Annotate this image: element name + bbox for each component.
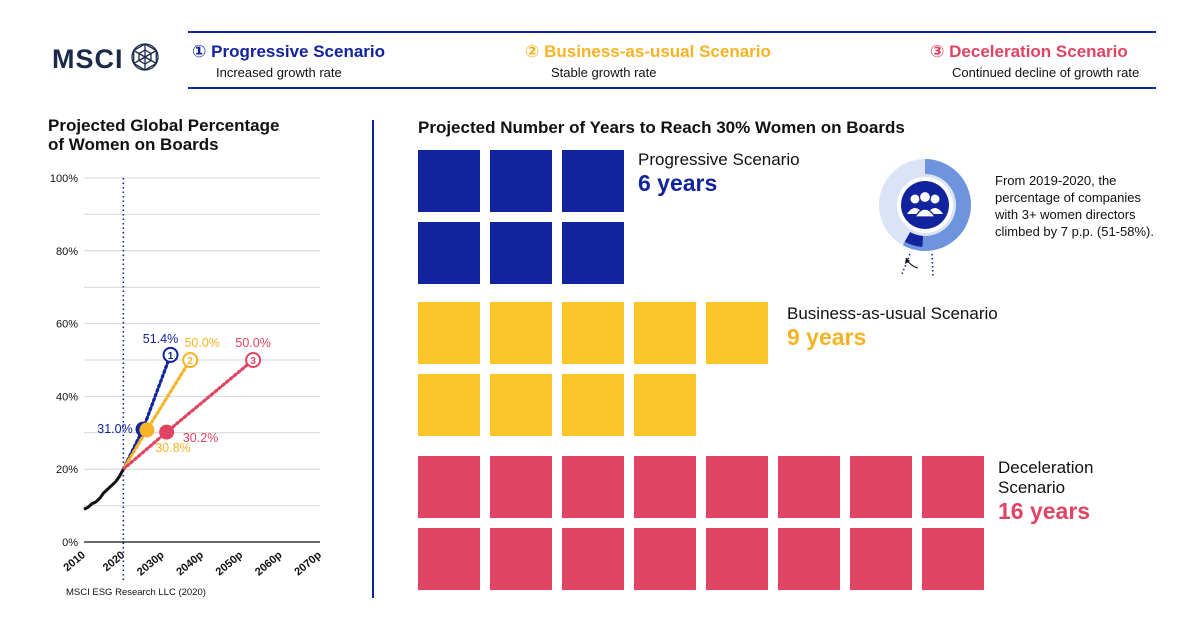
year-square bbox=[634, 456, 696, 518]
source-note: MSCI ESG Research LLC (2020) bbox=[66, 587, 206, 598]
scenario-legend-3: ③ Deceleration Scenario Continued declin… bbox=[930, 42, 1139, 80]
row-bau-label: Business-as-usual Scenario bbox=[787, 304, 998, 323]
donut-center bbox=[901, 181, 949, 229]
year-square bbox=[490, 374, 552, 436]
section-divider bbox=[372, 120, 374, 598]
year-square bbox=[490, 302, 552, 364]
year-square bbox=[706, 456, 768, 518]
year-square bbox=[778, 456, 840, 518]
y-tick-label: 0% bbox=[62, 537, 78, 549]
row-deceleration-value: 16 years bbox=[998, 498, 1091, 524]
row-progressive-label-block: Progressive Scenario 6 years bbox=[638, 150, 800, 196]
scenario-legend-1: ① Progressive Scenario Increased growth … bbox=[192, 42, 385, 80]
scenario-title: Business-as-usual Scenario bbox=[544, 42, 771, 61]
year-square bbox=[418, 302, 480, 364]
y-tick-label: 40% bbox=[56, 391, 78, 403]
year-square bbox=[418, 150, 480, 212]
person-head bbox=[930, 194, 940, 204]
scenario-number: ② bbox=[525, 42, 540, 61]
year-square bbox=[634, 374, 696, 436]
year-square bbox=[490, 456, 552, 518]
right-chart-title: Projected Number of Years to Reach 30% W… bbox=[418, 118, 905, 137]
year-square bbox=[418, 222, 480, 284]
y-tick-label: 100% bbox=[50, 173, 78, 185]
data-label: 50.0% bbox=[184, 336, 219, 350]
row-progressive-label: Progressive Scenario bbox=[638, 150, 800, 169]
scenario-subtitle: Stable growth rate bbox=[551, 65, 657, 80]
left-chart-title-line1: Projected Global Percentage bbox=[48, 116, 280, 135]
year-square bbox=[634, 528, 696, 590]
year-square bbox=[634, 302, 696, 364]
donut-increase-segment bbox=[904, 232, 924, 247]
data-label: 51.4% bbox=[143, 332, 178, 346]
year-square bbox=[706, 302, 768, 364]
scenario-legend-2: ② Business-as-usual Scenario Stable grow… bbox=[525, 42, 771, 80]
scenario-number: ③ bbox=[930, 42, 945, 61]
msci-globe-icon bbox=[131, 43, 159, 71]
donut-tick-2020 bbox=[931, 253, 934, 277]
row-bau-value: 9 years bbox=[787, 324, 867, 350]
end-marker-number: 3 bbox=[250, 356, 256, 367]
row-deceleration-label-1: Deceleration bbox=[998, 458, 1094, 477]
data-label: 31.0% bbox=[97, 422, 132, 436]
year-square bbox=[490, 222, 552, 284]
row-progressive-value: 6 years bbox=[638, 170, 718, 196]
year-square bbox=[562, 528, 624, 590]
year-square bbox=[706, 528, 768, 590]
start-marker bbox=[139, 422, 155, 438]
donut-arrowhead bbox=[905, 258, 910, 264]
person-head bbox=[910, 194, 920, 204]
year-square bbox=[490, 150, 552, 212]
header-rule-bottom bbox=[188, 87, 1156, 89]
end-marker-number: 2 bbox=[187, 356, 193, 367]
line-chart: 0%20%40%60%80%100%2010 2020 2030p 2040p 2050… bbox=[50, 173, 324, 582]
person-body bbox=[913, 208, 937, 218]
header-rule-top bbox=[188, 31, 1156, 33]
end-marker bbox=[245, 352, 262, 368]
year-square bbox=[850, 456, 912, 518]
scenario-subtitle: Continued decline of growth rate bbox=[952, 65, 1140, 80]
row-deceleration-label-2: Scenario bbox=[998, 478, 1066, 497]
data-label: 30.8% bbox=[155, 441, 190, 455]
left-chart-title-line2: of Women on Boards bbox=[48, 135, 219, 154]
data-label: 50.0% bbox=[235, 336, 270, 350]
end-marker bbox=[162, 346, 179, 363]
year-square bbox=[418, 456, 480, 518]
y-tick-label: 60% bbox=[56, 319, 78, 331]
year-square bbox=[778, 528, 840, 590]
end-marker-number: 1 bbox=[168, 351, 174, 362]
person-head bbox=[918, 190, 932, 204]
year-square bbox=[562, 222, 624, 284]
year-square bbox=[418, 528, 480, 590]
row-deceleration-label-block: Deceleration Scenario 16 years bbox=[998, 458, 1093, 524]
year-square bbox=[850, 528, 912, 590]
scenario-title: Deceleration Scenario bbox=[949, 42, 1128, 61]
donut-tick-2019 bbox=[901, 253, 911, 275]
year-square bbox=[562, 374, 624, 436]
end-marker bbox=[182, 352, 199, 368]
historical-line bbox=[83, 468, 125, 511]
scenario-title: Progressive Scenario bbox=[211, 42, 386, 61]
people-group-icon bbox=[907, 190, 943, 218]
scenario-subtitle: Increased growth rate bbox=[216, 65, 342, 80]
y-tick-label: 20% bbox=[56, 464, 78, 476]
brand-logo-text: MSCI bbox=[52, 44, 124, 74]
row-bau-label-block: Business-as-usual Scenario 9 years bbox=[787, 304, 998, 350]
donut-arc-2020 bbox=[902, 159, 971, 251]
year-square bbox=[562, 302, 624, 364]
board-donut-chart bbox=[879, 159, 971, 277]
year-square bbox=[562, 456, 624, 518]
year-square bbox=[562, 150, 624, 212]
y-tick-label: 80% bbox=[56, 246, 78, 258]
scenario-number: ① bbox=[192, 42, 207, 61]
left-chart-title: Projected Global Percentage of Women on … bbox=[48, 116, 279, 154]
start-marker bbox=[159, 424, 175, 440]
year-square bbox=[922, 456, 984, 518]
year-square bbox=[922, 528, 984, 590]
year-square bbox=[418, 374, 480, 436]
donut-note-text: From 2019-2020, the percentage of compan… bbox=[995, 173, 1154, 239]
year-square bbox=[490, 528, 552, 590]
data-label: 30.2% bbox=[183, 431, 218, 445]
